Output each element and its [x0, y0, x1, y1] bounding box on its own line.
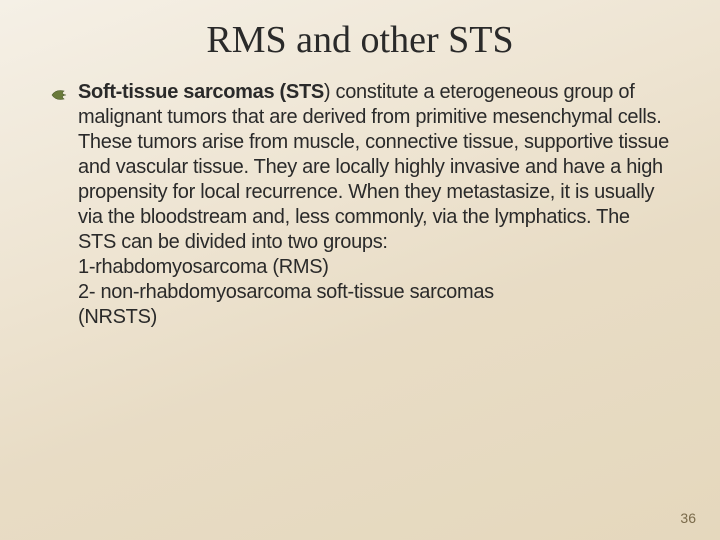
body-after-bold: ) constitute a eterogeneous group of mal… — [78, 81, 669, 253]
slide-container: RMS and other STS Soft-tissue sarcomas (… — [0, 0, 720, 540]
bold-prefix: Soft-tissue sarcomas (STS — [78, 81, 324, 103]
body-line2: 1-rhabdomyosarcoma (RMS) — [78, 256, 329, 278]
body-line3: 2- non-rhabdomyosarcoma soft-tissue sarc… — [78, 281, 494, 303]
page-number: 36 — [680, 510, 696, 526]
leaf-bullet-icon — [50, 88, 68, 102]
slide-title: RMS and other STS — [50, 18, 670, 62]
body-text: Soft-tissue sarcomas (STS) constitute a … — [78, 80, 670, 330]
body-wrap: Soft-tissue sarcomas (STS) constitute a … — [50, 80, 670, 330]
body-line4: (NRSTS) — [78, 306, 157, 328]
